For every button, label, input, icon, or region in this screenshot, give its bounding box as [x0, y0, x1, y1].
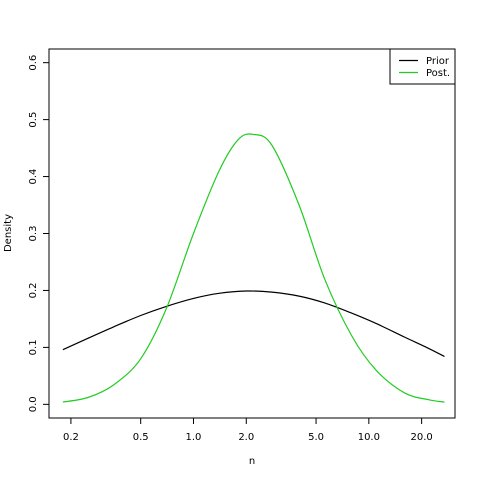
series-layer [62, 133, 445, 403]
y-tick-label-2: 0.2 [28, 282, 39, 298]
x-tick-label-2: 1.0 [186, 432, 202, 443]
legend-box [389, 48, 456, 85]
axes-layer: 0.2 0.5 1.0 2.0 5.0 10.0 20.0 0.0 0.1 0.2 0.3 0.4 0.… [28, 55, 433, 443]
x-tick-label-0: 0.2 [63, 432, 79, 443]
y-tick-label-3: 0.3 [28, 226, 39, 242]
x-tick-label-1: 0.5 [133, 432, 149, 443]
legend-label-prior: Prior [426, 56, 450, 67]
legend-label-post: Post. [426, 68, 450, 79]
legend: Prior Post. [389, 48, 456, 85]
y-tick-label-6: 0.6 [28, 55, 39, 71]
plot-frame [48, 48, 456, 419]
y-axis-label: Density [3, 214, 14, 252]
y-tick-label-0: 0.0 [28, 396, 39, 412]
series-line-post [62, 133, 445, 403]
y-tick-label-4: 0.4 [28, 169, 39, 185]
x-tick-label-5: 10.0 [358, 432, 380, 443]
y-tick-label-5: 0.5 [28, 112, 39, 128]
series-line-prior [62, 290, 445, 358]
x-tick-label-4: 5.0 [308, 432, 324, 443]
x-tick-label-3: 2.0 [238, 432, 254, 443]
x-axis-label: n [249, 456, 255, 467]
y-tick-label-1: 0.1 [28, 339, 39, 355]
x-tick-label-6: 20.0 [410, 432, 432, 443]
